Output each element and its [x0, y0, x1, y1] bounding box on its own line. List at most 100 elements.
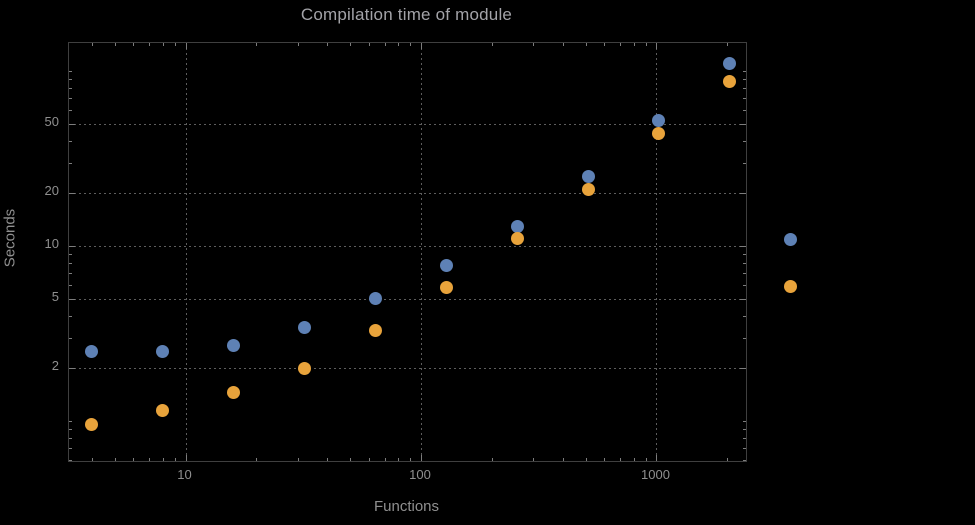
x-minor-tick — [727, 458, 729, 461]
y-tick — [740, 246, 746, 248]
x-minor-tick — [114, 43, 116, 46]
y-minor-tick — [69, 420, 72, 422]
y-minor-tick — [743, 98, 746, 100]
x-minor-tick — [398, 458, 400, 461]
data-point-series-2 — [85, 418, 99, 432]
x-tick — [185, 43, 187, 49]
x-minor-tick — [162, 458, 164, 461]
x-minor-tick — [327, 43, 329, 46]
y-tick — [69, 246, 75, 248]
y-minor-tick — [743, 437, 746, 439]
y-minor-tick — [743, 315, 746, 317]
y-tick-label: 10 — [44, 236, 59, 252]
y-minor-tick — [69, 162, 72, 164]
x-minor-tick — [133, 458, 135, 461]
x-minor-tick — [384, 458, 386, 461]
x-minor-tick — [619, 43, 621, 46]
y-tick — [69, 368, 75, 370]
data-point-series-2 — [510, 232, 524, 246]
y-gridline — [69, 368, 746, 370]
y-gridline — [69, 193, 746, 195]
y-minor-tick — [743, 459, 746, 461]
data-point-series-2 — [297, 361, 311, 375]
x-minor-tick — [162, 43, 164, 46]
y-tick-label: 50 — [44, 113, 59, 129]
data-point-series-2 — [723, 75, 737, 89]
y-minor-tick — [69, 459, 72, 461]
x-minor-tick — [384, 43, 386, 46]
x-minor-tick — [562, 458, 564, 461]
data-point-series-1 — [368, 292, 382, 306]
x-minor-tick — [327, 458, 329, 461]
x-minor-tick — [410, 43, 412, 46]
data-point-series-2 — [439, 280, 453, 294]
x-minor-tick — [133, 43, 135, 46]
y-minor-tick — [69, 110, 72, 111]
y-minor-tick — [69, 71, 72, 73]
y-tick-label: 2 — [51, 358, 59, 374]
y-tick-label: 5 — [51, 288, 59, 304]
y-tick — [69, 298, 75, 300]
x-minor-tick — [297, 458, 299, 461]
x-gridline — [656, 43, 658, 461]
x-minor-tick — [297, 43, 299, 46]
y-minor-tick — [743, 71, 746, 73]
x-minor-tick — [256, 458, 258, 461]
x-axis-label: Functions — [373, 498, 440, 515]
x-minor-tick — [727, 43, 729, 46]
y-minor-tick — [743, 273, 746, 275]
x-minor-tick — [410, 458, 412, 461]
y-minor-tick — [69, 448, 72, 450]
x-minor-tick — [368, 458, 370, 461]
x-minor-tick — [533, 43, 535, 46]
y-minor-tick — [69, 98, 72, 100]
y-minor-tick — [69, 140, 72, 142]
y-minor-tick — [743, 420, 746, 422]
y-minor-tick — [69, 337, 72, 339]
x-tick-label: 1000 — [641, 467, 670, 482]
data-point-series-1 — [85, 344, 99, 358]
y-gridline — [69, 298, 746, 300]
x-minor-tick — [585, 43, 587, 46]
plot-area — [68, 42, 747, 462]
data-point-series-1 — [439, 259, 453, 273]
x-minor-tick — [562, 43, 564, 46]
x-tick — [185, 455, 187, 461]
x-minor-tick — [585, 458, 587, 461]
y-axis-label: Seconds — [1, 208, 19, 268]
y-minor-tick — [69, 273, 72, 275]
x-minor-tick — [174, 43, 176, 46]
x-tick — [420, 43, 422, 49]
x-minor-tick — [645, 458, 647, 461]
legend-marker-series-1 — [784, 233, 797, 246]
y-minor-tick — [743, 263, 746, 265]
data-point-series-1 — [297, 321, 311, 335]
y-gridline — [69, 123, 746, 125]
data-point-series-2 — [581, 183, 595, 197]
data-point-series-1 — [581, 169, 595, 183]
x-minor-tick — [633, 458, 635, 461]
x-minor-tick — [491, 43, 493, 46]
x-minor-tick — [633, 43, 635, 46]
data-point-series-2 — [652, 127, 666, 141]
y-tick — [740, 368, 746, 370]
y-tick — [69, 193, 75, 195]
y-minor-tick — [69, 254, 72, 256]
y-minor-tick — [743, 140, 746, 142]
y-minor-tick — [69, 284, 72, 286]
y-minor-tick — [743, 448, 746, 450]
x-tick-label: 10 — [177, 467, 192, 482]
x-gridline — [185, 43, 187, 461]
y-tick-label: 20 — [44, 183, 59, 199]
y-minor-tick — [69, 88, 72, 90]
data-point-series-1 — [227, 339, 241, 352]
y-tick — [740, 298, 746, 300]
y-gridline — [69, 246, 746, 248]
x-minor-tick — [368, 43, 370, 46]
x-minor-tick — [114, 458, 116, 461]
x-minor-tick — [645, 43, 647, 46]
y-tick — [740, 193, 746, 195]
y-minor-tick — [743, 88, 746, 90]
data-point-series-2 — [156, 403, 170, 417]
x-minor-tick — [149, 43, 151, 46]
